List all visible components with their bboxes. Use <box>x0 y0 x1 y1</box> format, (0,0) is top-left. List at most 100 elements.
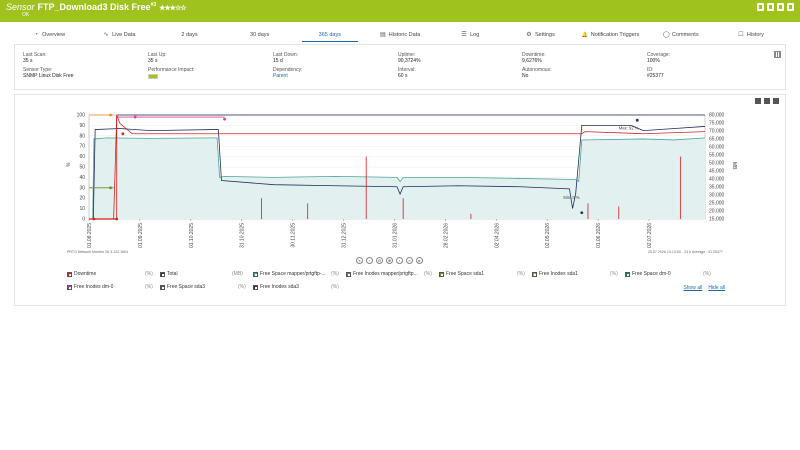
export-icon[interactable] <box>777 3 784 11</box>
legend-checkbox[interactable] <box>67 284 72 290</box>
log-icon: ☰ <box>461 32 467 38</box>
chart-tools <box>755 98 779 104</box>
legend-item[interactable]: Free Inodes mapper/prtgftp... (%) <box>346 271 432 277</box>
x-tick-label: 31.10.2025 <box>240 223 246 248</box>
chart-panel: 0 10 20 30 40 50 60 70 80 90 100 15,000 20,000 25,000… <box>14 94 786 306</box>
header-tools <box>757 3 794 11</box>
pdf-icon[interactable] <box>757 3 764 11</box>
y-left-tick-label: 40 <box>79 175 85 181</box>
y-right-tick-label: 50,000 <box>709 161 725 167</box>
y-right-tick-label: 55,000 <box>709 153 725 159</box>
close-icon[interactable] <box>787 3 794 11</box>
live-data-icon: ∿ <box>103 32 109 38</box>
hide-all-link[interactable]: Hide all <box>708 285 725 291</box>
x-tick-label: 02.04.2026 <box>494 223 500 248</box>
tab-log[interactable]: ☰ Log <box>435 28 505 42</box>
chart-nav-button[interactable]: › <box>396 257 403 264</box>
status-badge: OK <box>22 12 30 18</box>
chart-nav-button[interactable]: » <box>406 257 413 264</box>
legend-unit: (%) <box>517 271 525 277</box>
free-space-mapper-area <box>89 137 705 219</box>
history-chart[interactable]: 0 10 20 30 40 50 60 70 80 90 100 15,000 20,000 25,000… <box>15 95 787 265</box>
y-left-tick-label: 50 <box>79 165 85 171</box>
chart-nav-button[interactable]: ▸ <box>416 257 423 264</box>
legend-checkbox[interactable] <box>253 284 258 290</box>
legend-label: Free Space mapper/prtgftp-... <box>260 271 326 277</box>
chart-nav-button[interactable]: « <box>356 257 363 264</box>
tab-history[interactable]: ☐ History <box>716 28 786 42</box>
download-alt-icon[interactable] <box>764 98 770 104</box>
y-left-tick-label: 90 <box>79 123 85 129</box>
download-icon[interactable] <box>755 98 761 104</box>
chart-footer-right: 20.07.2026 13:13:00 - 24 h Average - ID … <box>647 250 723 254</box>
tab-overview[interactable]: ◔ Overview <box>14 28 84 42</box>
legend-label: Free Inodes sda3 <box>260 284 299 290</box>
qr-code-icon[interactable] <box>774 51 781 58</box>
legend-item[interactable]: Free Inodes sda3 (%) <box>253 284 339 290</box>
tab-comments[interactable]: ◯ Comments <box>646 28 716 42</box>
legend-item[interactable]: Free Space dm-0 (%) <box>625 271 711 277</box>
historic-data-icon: ▤ <box>379 32 386 38</box>
legend-checkbox[interactable] <box>532 271 537 277</box>
legend-item[interactable]: Downtime (%) <box>67 271 153 277</box>
show-all-link[interactable]: Show all <box>683 285 703 291</box>
pause-icon[interactable] <box>767 3 774 11</box>
x-tick-label: 01.08.2025 <box>87 223 93 248</box>
sensor-type: Sensor Type: SNMP Linux Disk Free <box>23 67 74 79</box>
legend-checkbox[interactable] <box>67 271 72 277</box>
legend-item[interactable]: Free Space mapper/prtgftp-... (%) <box>253 271 339 277</box>
legend-label: Free Space sda3 <box>167 284 206 290</box>
tab-label: Settings <box>534 32 555 38</box>
x-tick-label: 02.05.2026 <box>545 223 551 248</box>
legend-label: Free Inodes dm-0 <box>74 284 114 290</box>
history-icon: ☐ <box>738 32 744 38</box>
tab-label: Notification Triggers <box>590 32 640 38</box>
tab-label: Log <box>470 32 480 38</box>
y-left-tick-label: 30 <box>79 185 85 191</box>
legend-item[interactable]: Free Inodes sda1 (%) <box>532 271 618 277</box>
legend-checkbox[interactable] <box>160 271 165 277</box>
tab-365-days[interactable]: 365 days <box>295 28 365 42</box>
priority-stars[interactable]: ★★★☆☆ <box>159 5 186 12</box>
tab-label: 30 days <box>250 32 270 38</box>
legend-item[interactable]: Free Space sda1 (%) <box>439 271 525 277</box>
legend-label: Free Space sda1 <box>446 271 485 277</box>
legend-unit: (%) <box>238 284 246 290</box>
tab-30-days[interactable]: 30 days <box>225 28 295 42</box>
legend-checkbox[interactable] <box>346 271 351 277</box>
y-right-tick-label: 75,000 <box>709 121 725 127</box>
chart-nav-button[interactable]: ‹ <box>366 257 373 264</box>
legend-checkbox[interactable] <box>253 271 258 277</box>
tab-historic-data[interactable]: ▤ Historic Data <box>365 28 435 42</box>
legend-unit: (%) <box>331 271 339 277</box>
data-marker <box>115 217 119 221</box>
y-right-tick-label: 60,000 <box>709 145 725 151</box>
dependency: Dependency: Parent <box>273 67 303 79</box>
legend-item[interactable]: Total (MB) <box>160 271 243 277</box>
legend-item[interactable]: Free Inodes dm-0 (%) <box>67 284 153 290</box>
tab-2-days[interactable]: 2 days <box>154 28 224 42</box>
last-down: Last Down: 15 d <box>273 52 299 64</box>
chart-nav-button[interactable]: ⊖ <box>376 257 383 264</box>
tab-label: 365 days <box>318 32 341 38</box>
x-tick-label: 31.12.2025 <box>342 223 348 248</box>
expand-icon[interactable] <box>773 98 779 104</box>
sensor-superscript: #3 <box>150 2 157 8</box>
tab-live-data[interactable]: ∿ Live Data <box>84 28 154 42</box>
legend-item[interactable]: Free Space sda3 (%) <box>160 284 246 290</box>
chart-nav-button[interactable]: ⊕ <box>386 257 393 264</box>
legend-checkbox[interactable] <box>625 271 630 277</box>
legend-unit: (%) <box>424 271 432 277</box>
legend-checkbox[interactable] <box>439 271 444 277</box>
sensor-header: Sensor FTP_Download3 Disk Free#3 ★★★☆☆ OK <box>0 0 800 22</box>
y-right-tick-label: 35,000 <box>709 185 725 191</box>
tab-bar: ◔ Overview ∿ Live Data 2 days 30 days 365 days… <box>14 28 786 42</box>
tab-settings[interactable]: ⚙ Settings <box>505 28 575 42</box>
legend-checkbox[interactable] <box>160 284 165 290</box>
y-left-tick-label: 60 <box>79 154 85 160</box>
x-tick-label: 28.02.2026 <box>443 223 449 248</box>
sensor-title: Sensor FTP_Download3 Disk Free#3 ★★★☆☆ <box>6 2 187 12</box>
data-marker <box>635 118 639 122</box>
tab-notification-triggers[interactable]: 🔔 Notification Triggers <box>576 28 646 42</box>
